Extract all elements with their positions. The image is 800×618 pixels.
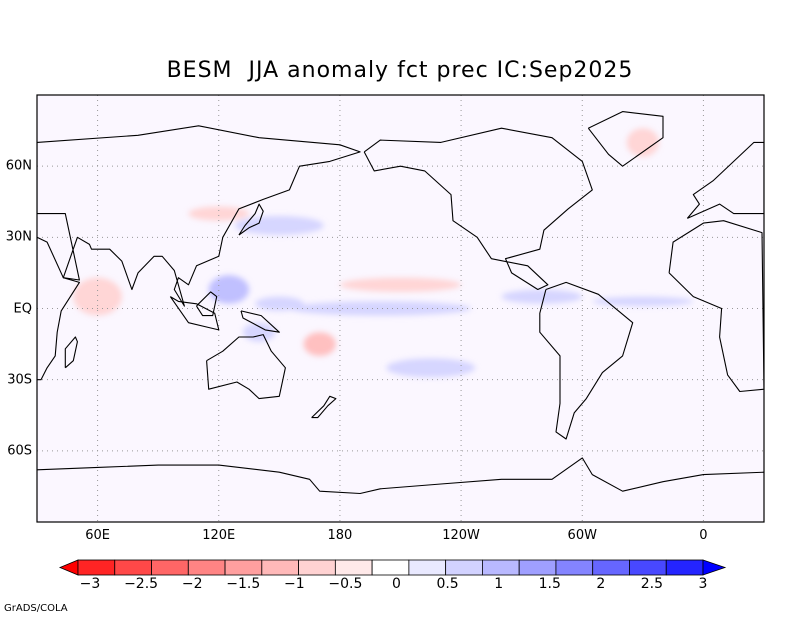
anomaly-wet-4 — [592, 296, 694, 307]
coastline-madagascar — [64, 336, 78, 369]
lat-tick-label: EQ — [13, 301, 32, 316]
anomaly-dry-9 — [303, 332, 336, 356]
colorbar-box — [445, 559, 483, 576]
colorbar-triangle-low — [58, 559, 79, 576]
colorbar-tick-label: 1.5 — [538, 576, 561, 592]
lat-tick-label: 60N — [5, 158, 32, 174]
coastline-new-zealand — [311, 395, 337, 419]
lat-tick-label: 30N — [5, 229, 32, 245]
map-title: BESM JJA anomaly fct prec IC:Sep2025 — [166, 58, 634, 83]
anomaly-wet-6 — [234, 215, 324, 235]
anomaly-dry-8 — [339, 277, 462, 292]
coastline-europe — [686, 141, 764, 219]
anomaly-wet-2 — [289, 301, 472, 316]
colorbar-box — [518, 559, 557, 576]
coastline-antarctica — [37, 457, 764, 495]
colorbar-box — [629, 559, 667, 576]
colorbar-tick-label: 2.5 — [640, 576, 664, 592]
coastline-south-america — [539, 281, 634, 440]
colorbar-box — [592, 559, 630, 576]
anomaly-wet-0 — [208, 275, 250, 304]
coastline-asia — [37, 125, 361, 307]
coastline-arabia-east-africa — [37, 236, 80, 381]
lon-tick-label: 60W — [567, 528, 597, 543]
anomaly-wet-3 — [501, 289, 583, 304]
gridlines — [37, 95, 764, 522]
anomaly-dry-10 — [73, 277, 122, 316]
colorbar-box — [334, 559, 373, 576]
lon-tick-label: 120E — [202, 528, 236, 543]
colorbar-box — [408, 559, 447, 576]
colorbar-box — [298, 559, 336, 576]
lon-tick-label: 60E — [85, 528, 110, 543]
lat-tick-label: 60S — [7, 443, 32, 459]
colorbar-box — [114, 559, 152, 576]
colorbar-box — [187, 559, 226, 576]
colorbar-tick-label: −2 — [181, 576, 203, 592]
coastline-borneo — [196, 291, 218, 317]
colorbar-box — [555, 559, 594, 576]
coastline-indonesia — [169, 296, 220, 331]
colorbar-tick-label: 3 — [698, 576, 708, 592]
coastline-japan — [238, 203, 264, 236]
colorbar-tick-label: 0 — [392, 576, 401, 592]
colorbar-triangle-high — [702, 559, 727, 576]
coastline-greenland — [587, 111, 664, 167]
coastlines — [37, 111, 764, 495]
lon-tick-label: 0 — [699, 528, 708, 543]
lat-tick-label: 30S — [7, 372, 32, 388]
colorbar-tick-label: −0.5 — [328, 576, 363, 592]
anomaly-dry-12 — [626, 128, 659, 157]
colorbar-tick-label: −2.5 — [124, 576, 159, 592]
map-frame — [36, 94, 765, 523]
coastline-australia — [206, 334, 286, 400]
colorbar-box — [261, 559, 299, 576]
anomaly-wet-5 — [386, 358, 476, 378]
colorbar-tick-label: −1.5 — [226, 576, 261, 592]
lon-tick-label: 180 — [327, 528, 353, 543]
colorbar-box — [77, 559, 116, 576]
colorbar-box — [224, 559, 263, 576]
colorbar-tick-label: −3 — [79, 576, 101, 592]
colorbar-tick-label: −1 — [284, 576, 305, 592]
colorbar-tick-label: 0.5 — [436, 576, 459, 592]
colorbar-tick-label: 1 — [494, 576, 504, 592]
coastline-new-guinea — [240, 310, 280, 333]
credit-label: GrADS/COLA — [4, 603, 68, 614]
colorbar-box — [371, 559, 410, 576]
lon-tick-label: 120W — [442, 528, 480, 543]
coastline-north-america — [363, 127, 593, 291]
colorbar-box — [151, 559, 189, 576]
colorbar-tick-label: 2 — [596, 576, 606, 592]
colorbar-box — [482, 559, 520, 576]
colorbar-box — [665, 559, 704, 576]
coastline-africa — [668, 220, 764, 393]
